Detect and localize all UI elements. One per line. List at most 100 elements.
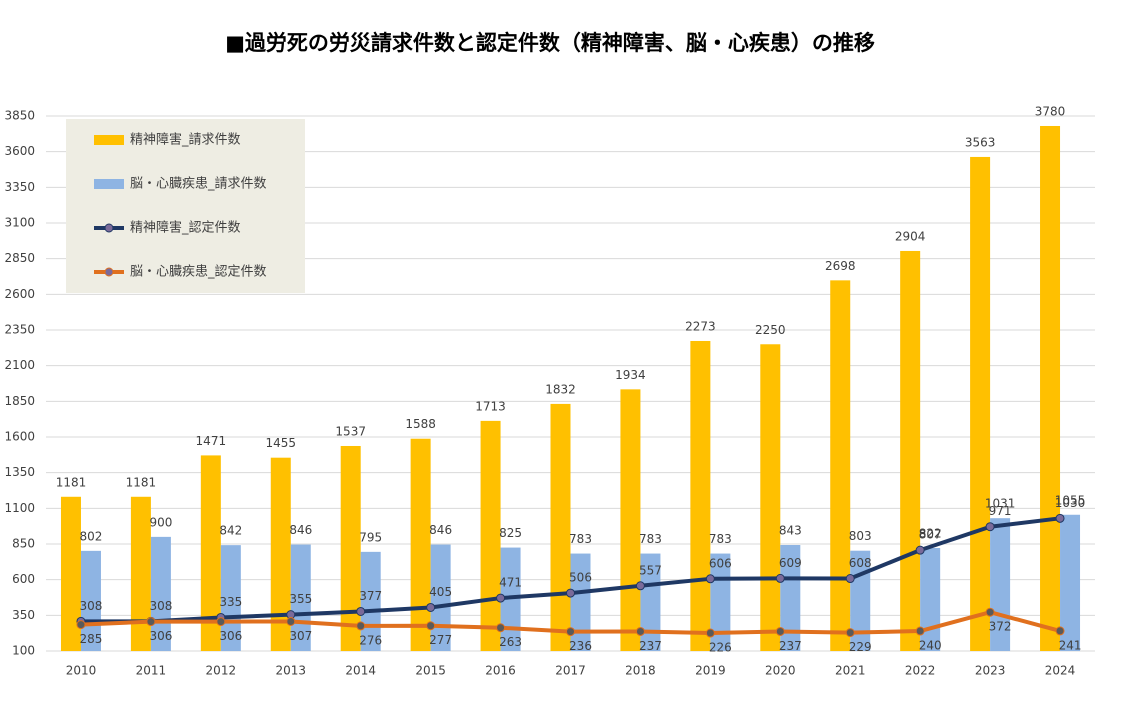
legend-label: 脳・心臓疾患_請求件数 [130,177,267,192]
data-label: 1455 [265,436,296,450]
data-label: 277 [429,633,452,647]
data-label: 1588 [405,417,436,431]
y-tick-label: 1600 [4,430,35,444]
point [1055,626,1065,636]
data-label: 1181 [126,475,157,489]
y-tick-label: 600 [12,572,35,586]
data-label: 1181 [56,475,87,489]
bar [830,280,851,651]
data-label: 783 [639,532,662,546]
data-label: 822 [919,526,942,540]
data-label: 285 [80,632,103,646]
bar [1060,514,1081,651]
data-label: 842 [219,524,242,538]
x-tick-label: 2016 [485,664,516,678]
y-tick-label: 2600 [4,287,35,301]
data-label: 308 [80,599,103,613]
data-label: 846 [429,523,452,537]
y-tick-label: 850 [12,537,35,551]
bar [60,496,81,651]
bar [270,457,291,651]
x-tick-label: 2020 [765,664,796,678]
data-label: 263 [499,635,522,649]
plot: 1181 1181 1471 1455 1537 1588 1713 1832 1934 2273… [56,104,1086,654]
bar [900,250,921,652]
bar [970,156,991,652]
data-label: 1537 [335,424,366,438]
bar [1040,125,1061,651]
data-label: 377 [359,589,382,603]
data-label: 236 [569,639,592,653]
data-label: 1031 [985,497,1016,511]
data-label: 241 [1059,638,1082,652]
x-tick-label: 2010 [66,664,97,678]
data-label: 405 [429,585,452,599]
data-label: 609 [779,556,802,570]
legend-swatch [94,179,124,189]
point [496,593,506,603]
data-label: 795 [359,530,382,544]
data-label: 237 [639,639,662,653]
x-tick-label: 2015 [415,664,446,678]
y-tick-label: 100 [12,644,35,658]
data-label: 825 [499,526,522,540]
data-label: 276 [359,633,382,647]
data-label: 237 [779,639,802,653]
legend-marker [104,223,114,233]
x-tick-label: 2023 [975,664,1006,678]
point [286,616,296,626]
x-tick-label: 2019 [695,664,726,678]
y-tick-label: 1350 [4,465,35,479]
data-label: 783 [709,532,732,546]
data-label: 308 [149,599,172,613]
data-label: 226 [709,641,732,655]
y-tick-label: 2850 [4,251,35,265]
data-label: 846 [289,523,312,537]
data-label: 843 [779,523,802,537]
point [426,621,436,631]
data-label: 306 [219,629,242,643]
data-label: 802 [80,529,103,543]
data-label: 971 [989,504,1012,518]
x-tick-label: 2018 [625,664,656,678]
data-label: 240 [919,639,942,653]
y-tick-label: 3850 [4,109,35,123]
data-label: 807 [919,528,942,542]
legend-swatch [94,135,124,145]
y-tick-label: 2350 [4,323,35,337]
bar [130,496,151,651]
x-tick-label: 2022 [905,664,936,678]
point [985,607,995,617]
point [76,620,86,630]
data-label: 1934 [615,368,646,382]
x-tick-label: 2021 [835,664,866,678]
bar [220,545,241,651]
data-label: 606 [709,556,732,570]
point [845,628,855,638]
legend-label: 脳・心臓疾患_認定件数 [130,264,267,280]
point [915,545,925,555]
bar [550,403,571,651]
point [216,617,226,627]
bar [780,544,801,651]
data-label: 335 [219,595,242,609]
point [146,617,156,627]
point [915,626,925,636]
point [356,606,366,616]
y-tick-label: 350 [12,608,35,622]
data-label: 229 [849,640,872,654]
point [705,574,715,584]
point [426,602,436,612]
point [845,574,855,584]
data-label: 3780 [1035,104,1066,118]
legend-marker [104,267,114,277]
legend-label: 精神障害_請求件数 [130,132,241,148]
y-tick-label: 3600 [4,144,35,158]
data-label: 307 [289,629,312,643]
point [356,621,366,631]
chart-title: ■過労死の労災請求件数と認定件数（精神障害、脳・心疾患）の推移 [225,31,875,55]
data-label: 2698 [825,259,856,273]
data-label: 3563 [965,135,996,149]
